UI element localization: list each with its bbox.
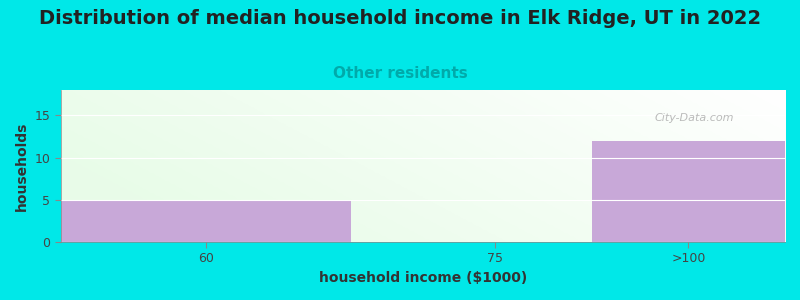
Text: Other residents: Other residents (333, 66, 467, 81)
Text: Distribution of median household income in Elk Ridge, UT in 2022: Distribution of median household income … (39, 9, 761, 28)
X-axis label: household income ($1000): household income ($1000) (318, 271, 527, 285)
Bar (61, 200, 350, 242)
Y-axis label: households: households (15, 121, 29, 211)
Bar (592, 141, 785, 242)
Text: City-Data.com: City-Data.com (654, 113, 734, 123)
